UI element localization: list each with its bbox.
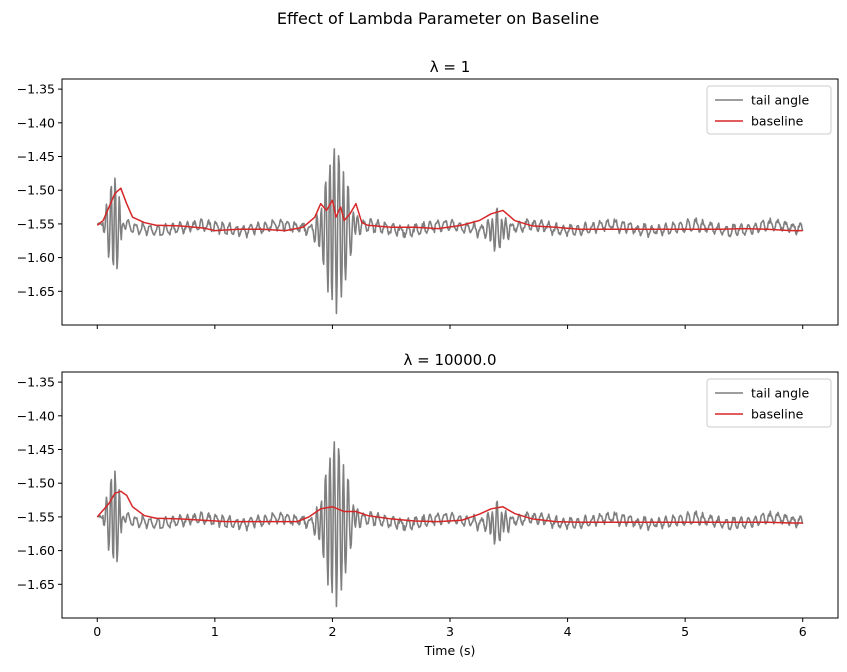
x-tick-label: 4 (564, 624, 572, 639)
y-tick-label: −1.55 (17, 216, 55, 231)
x-tick-label: 1 (211, 624, 219, 639)
legend-label: baseline (751, 407, 804, 422)
y-tick-label: −1.50 (17, 476, 55, 491)
y-tick-label: −1.40 (17, 115, 55, 130)
panel-title: λ = 1 (430, 58, 471, 76)
series-line-baseline (96, 490, 803, 524)
legend: tail angle baseline (706, 85, 832, 135)
panel-2: −1.65 −1.60 −1.55 −1.50 −1.45 −1.40 −1.35 0 1 2 3 4… (17, 351, 839, 658)
y-tick-label: −1.45 (17, 149, 55, 164)
legend-label: tail angle (751, 93, 809, 108)
x-tick-label: 3 (446, 624, 454, 639)
x-axis-label: Time (s) (424, 643, 476, 658)
series-line-tail-angle (97, 441, 804, 608)
y-tick-label: −1.50 (17, 183, 55, 198)
x-tick-label: 2 (328, 624, 336, 639)
legend-box (706, 85, 832, 135)
panel-1: −1.65 −1.60 −1.55 −1.50 −1.45 −1.40 −1.35 λ = 1… (17, 58, 839, 329)
y-tick-label: −1.35 (17, 82, 55, 97)
series-line-tail-angle (97, 148, 804, 315)
legend-box (706, 378, 832, 428)
legend: tail angle baseline (706, 378, 832, 428)
y-tick-label: −1.55 (17, 509, 55, 524)
x-tick-label: 6 (799, 624, 807, 639)
legend-label: baseline (751, 114, 804, 129)
x-tick-label: 0 (93, 624, 101, 639)
legend-label: tail angle (751, 386, 809, 401)
y-tick-label: −1.60 (17, 543, 55, 558)
y-tick-label: −1.65 (17, 284, 55, 299)
y-tick-label: −1.35 (17, 375, 55, 390)
figure-title: Effect of Lambda Parameter on Baseline (277, 9, 599, 28)
y-tick-label: −1.45 (17, 442, 55, 457)
panel-title: λ = 10000.0 (403, 351, 496, 369)
x-tick-label: 5 (681, 624, 689, 639)
y-tick-label: −1.40 (17, 408, 55, 423)
y-tick-label: −1.65 (17, 577, 55, 592)
y-tick-label: −1.60 (17, 250, 55, 265)
series-line-baseline (96, 187, 803, 232)
